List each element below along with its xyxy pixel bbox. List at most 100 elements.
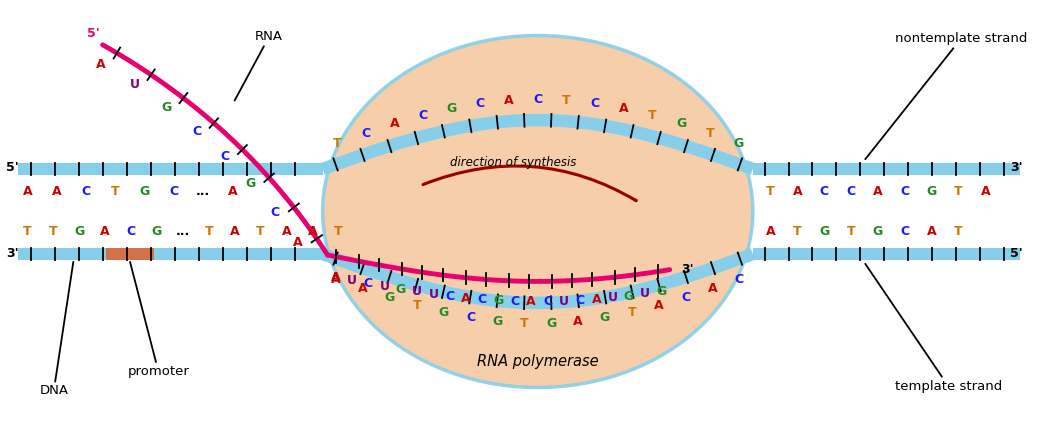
Text: T: T (413, 299, 421, 312)
Text: G: G (493, 315, 502, 328)
Text: G: G (927, 185, 937, 198)
Text: 3': 3' (681, 263, 694, 276)
Text: U: U (347, 274, 357, 287)
Text: C: C (900, 185, 910, 198)
Text: U: U (379, 280, 390, 293)
Text: G: G (446, 102, 457, 115)
Text: G: G (245, 177, 256, 190)
Text: C: C (681, 291, 690, 304)
Text: A: A (766, 225, 775, 238)
Text: A: A (573, 315, 583, 328)
Text: 3': 3' (1011, 162, 1024, 175)
Text: U: U (412, 286, 422, 299)
Text: A: A (293, 236, 302, 249)
Text: T: T (23, 225, 32, 238)
Text: T: T (111, 185, 120, 198)
Text: G: G (547, 317, 556, 330)
Text: A: A (22, 185, 33, 198)
Text: U: U (559, 295, 569, 308)
Text: G: G (873, 225, 883, 238)
Text: U: U (608, 291, 618, 305)
Text: G: G (623, 290, 634, 302)
Bar (105, 248, 155, 261)
Text: A: A (281, 225, 292, 238)
Text: direction of synthesis: direction of synthesis (450, 156, 576, 169)
Text: T: T (334, 225, 342, 238)
Text: C: C (220, 150, 230, 163)
Text: 5': 5' (6, 162, 19, 175)
Text: nontemplate strand: nontemplate strand (866, 33, 1027, 159)
Text: T: T (562, 94, 571, 107)
Text: C: C (271, 206, 280, 219)
Text: C: C (511, 295, 519, 308)
Text: C: C (735, 273, 744, 286)
Text: A: A (358, 282, 367, 295)
Text: C: C (478, 293, 486, 306)
Text: C: C (170, 185, 179, 198)
Text: A: A (619, 102, 629, 115)
Text: ...: ... (176, 225, 190, 238)
Text: C: C (126, 225, 136, 238)
Text: G: G (733, 137, 743, 150)
Text: A: A (980, 185, 990, 198)
Text: RNA polymerase: RNA polymerase (477, 354, 598, 369)
Text: A: A (927, 225, 936, 238)
Text: A: A (708, 282, 717, 295)
Text: A: A (227, 185, 238, 198)
Text: C: C (361, 127, 371, 140)
FancyArrowPatch shape (423, 166, 636, 201)
Text: C: C (81, 185, 91, 198)
Bar (18, 162, 322, 175)
Bar (753, 162, 1019, 175)
Text: A: A (461, 292, 471, 305)
Text: T: T (954, 225, 962, 238)
Bar (18, 248, 322, 261)
Text: C: C (445, 290, 454, 303)
Text: A: A (654, 299, 663, 312)
Text: ...: ... (196, 185, 211, 198)
Text: G: G (396, 283, 406, 296)
Text: 3': 3' (6, 247, 19, 260)
Text: G: G (74, 225, 84, 238)
Text: T: T (706, 127, 714, 140)
Text: C: C (192, 125, 201, 138)
Text: A: A (390, 118, 399, 131)
Text: A: A (307, 225, 317, 238)
Text: A: A (332, 273, 341, 286)
Text: C: C (847, 185, 856, 198)
Text: G: G (161, 101, 172, 114)
Text: G: G (438, 306, 449, 319)
Text: G: G (140, 185, 150, 198)
Text: T: T (256, 225, 265, 238)
Text: A: A (793, 185, 802, 198)
Text: U: U (130, 78, 140, 91)
Text: T: T (954, 185, 962, 198)
Text: A: A (100, 225, 110, 238)
Text: C: C (591, 97, 599, 110)
Text: C: C (466, 311, 475, 324)
Text: T: T (628, 306, 636, 319)
Text: DNA: DNA (39, 262, 74, 397)
Ellipse shape (322, 36, 753, 387)
Text: T: T (49, 225, 58, 238)
Text: C: C (819, 185, 829, 198)
Text: A: A (52, 185, 61, 198)
Text: promoter: promoter (127, 262, 190, 378)
Text: T: T (520, 317, 529, 330)
Text: 5': 5' (86, 27, 99, 40)
Text: A: A (504, 94, 514, 107)
Bar (753, 248, 1019, 261)
Text: C: C (533, 93, 542, 106)
Text: template strand: template strand (866, 264, 1001, 393)
Text: C: C (418, 109, 428, 122)
Text: G: G (152, 225, 162, 238)
Text: A: A (526, 295, 536, 308)
Text: G: G (494, 294, 503, 308)
Text: U: U (429, 288, 438, 301)
Text: G: G (676, 118, 687, 131)
Text: T: T (204, 225, 213, 238)
Text: C: C (576, 294, 584, 307)
Text: A: A (592, 293, 601, 306)
Text: G: G (384, 291, 395, 304)
Text: T: T (333, 137, 341, 150)
